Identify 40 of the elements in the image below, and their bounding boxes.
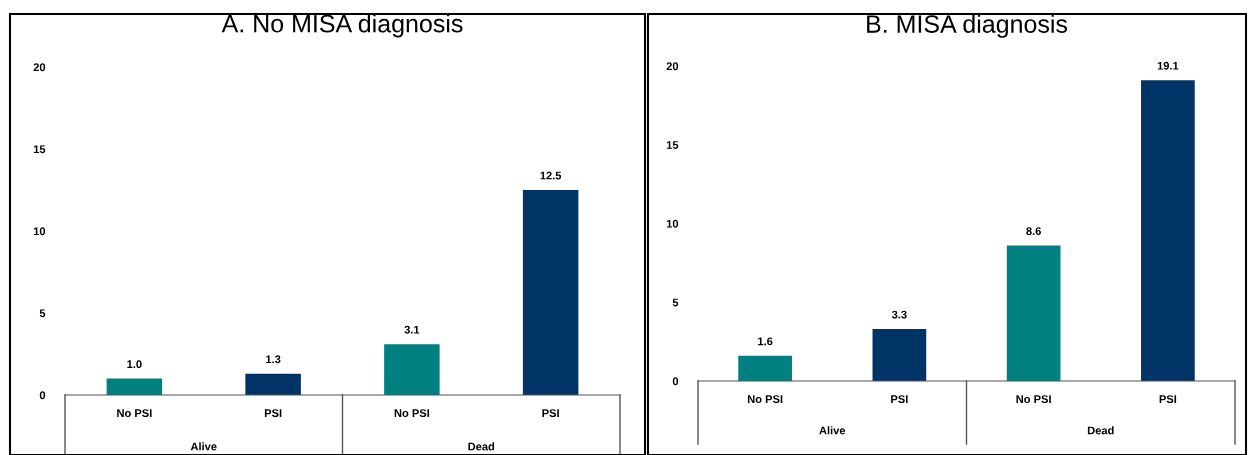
text: Alive — [190, 442, 217, 451]
bar — [245, 373, 301, 395]
x-tick-label: No PSI — [117, 409, 152, 418]
y-tick-label: 5 — [672, 298, 679, 307]
data-label: 12.5 — [540, 171, 562, 180]
data-label: 8.6 — [1026, 227, 1041, 236]
chart-title: B. MISA diagnosis — [867, 14, 1068, 38]
x-tick-label: PSI — [891, 395, 908, 404]
y-tick-label: 15 — [33, 145, 46, 154]
y-tick-label: 10 — [33, 227, 46, 236]
data-label: 3.1 — [404, 325, 420, 334]
y-tick-label: 5 — [39, 309, 46, 318]
bar — [384, 344, 440, 395]
bar — [738, 355, 792, 381]
x-tick-label: No PSI — [1016, 395, 1051, 404]
y-tick-label: 20 — [33, 63, 46, 72]
text: Dead — [468, 442, 495, 451]
bar — [106, 378, 163, 395]
data-label: 3.3 — [891, 310, 907, 319]
x-tick-label: No PSI — [394, 409, 430, 418]
x-tick-label: PSI — [1159, 395, 1177, 404]
data-label: 1.6 — [758, 337, 773, 346]
bar — [1141, 80, 1195, 381]
data-label: 19.1 — [1157, 61, 1179, 70]
x-tick-label: No PSI — [747, 395, 783, 404]
y-tick-label: 20 — [666, 62, 679, 71]
data-label: 1.0 — [127, 360, 142, 369]
text: Dead — [1087, 426, 1114, 435]
bar — [872, 329, 927, 381]
data-label: 1.3 — [266, 355, 281, 364]
bar — [522, 190, 579, 395]
x-tick-label: PSI — [264, 409, 282, 418]
y-tick-label: 15 — [666, 141, 679, 149]
y-tick-label: 0 — [672, 377, 679, 386]
chart-title: A. No MISA diagnosis — [221, 14, 463, 38]
x-tick-label: PSI — [542, 409, 559, 418]
y-tick-label: 0 — [39, 391, 46, 400]
bar — [1006, 245, 1061, 381]
text: Alive — [819, 426, 846, 435]
y-tick-label: 10 — [666, 219, 679, 228]
